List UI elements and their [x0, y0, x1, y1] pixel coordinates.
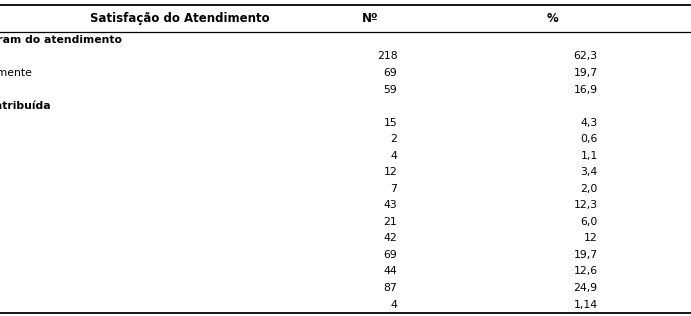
- Text: 3,4: 3,4: [580, 167, 598, 177]
- Text: 19,7: 19,7: [574, 68, 598, 78]
- Text: 4: 4: [390, 300, 397, 310]
- Text: 12: 12: [584, 234, 598, 243]
- Text: 218: 218: [377, 52, 397, 61]
- Text: 69: 69: [384, 68, 397, 78]
- Text: Nº: Nº: [361, 12, 378, 25]
- Text: 2: 2: [390, 134, 397, 144]
- Text: 19,7: 19,7: [574, 250, 598, 260]
- Text: Gostaram do atendimento: Gostaram do atendimento: [0, 35, 122, 45]
- Text: 0,6: 0,6: [580, 134, 598, 144]
- Text: 69: 69: [384, 250, 397, 260]
- Text: 59: 59: [384, 84, 397, 94]
- Text: 7: 7: [390, 184, 397, 194]
- Text: 2,0: 2,0: [580, 184, 598, 194]
- Text: Satisfação do Atendimento: Satisfação do Atendimento: [90, 12, 269, 25]
- Text: 1,1: 1,1: [580, 151, 598, 161]
- Text: 12,6: 12,6: [574, 266, 598, 276]
- Text: 24,9: 24,9: [574, 283, 598, 293]
- Text: 12: 12: [384, 167, 397, 177]
- Text: Parcialmente: Parcialmente: [0, 68, 33, 78]
- Text: 4,3: 4,3: [580, 118, 598, 128]
- Text: 1,14: 1,14: [574, 300, 598, 310]
- Text: 15: 15: [384, 118, 397, 128]
- Text: 21: 21: [384, 217, 397, 227]
- Text: 44: 44: [384, 266, 397, 276]
- Text: 12,3: 12,3: [574, 200, 598, 210]
- Text: 62,3: 62,3: [574, 52, 598, 61]
- Text: 6,0: 6,0: [580, 217, 598, 227]
- Text: 16,9: 16,9: [574, 84, 598, 94]
- Text: Nota atribuída: Nota atribuída: [0, 101, 50, 111]
- Text: 43: 43: [384, 200, 397, 210]
- Text: 87: 87: [384, 283, 397, 293]
- Text: 42: 42: [384, 234, 397, 243]
- Text: 4: 4: [390, 151, 397, 161]
- Text: %: %: [547, 12, 559, 25]
